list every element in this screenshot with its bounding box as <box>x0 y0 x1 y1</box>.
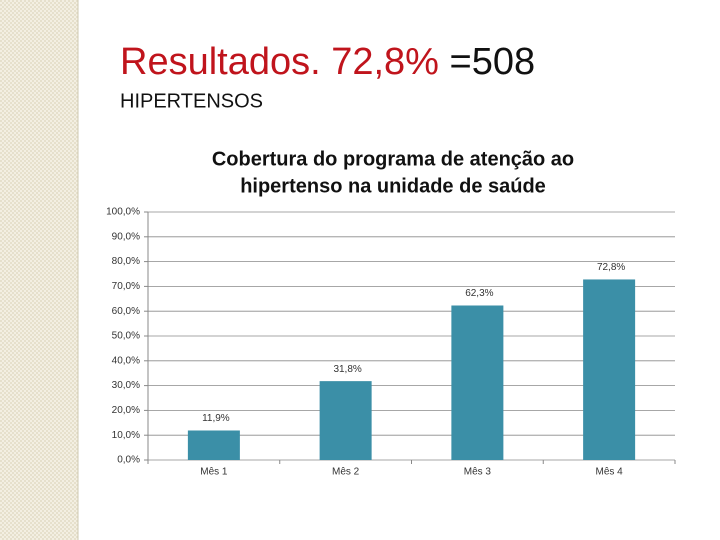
chart-title: hipertenso na unidade de saúde <box>240 175 546 197</box>
bar <box>187 430 240 460</box>
x-tick-label: Mês 1 <box>200 467 228 478</box>
x-tick-label: Mês 3 <box>464 467 492 478</box>
slide-title: Resultados. 72,8% =508 <box>120 41 535 83</box>
y-tick-label: 90,0% <box>112 231 140 242</box>
side-strip <box>0 0 78 540</box>
value-label: 11,9% <box>202 413 230 424</box>
y-tick-label: 40,0% <box>112 355 140 366</box>
bar <box>319 381 372 460</box>
bar <box>451 305 504 460</box>
bar <box>583 279 636 460</box>
y-tick-label: 70,0% <box>112 281 140 292</box>
y-tick-label: 10,0% <box>112 430 140 441</box>
slide-subtitle: HIPERTENSOS <box>120 90 263 112</box>
x-tick-label: Mês 4 <box>596 467 624 478</box>
y-tick-label: 0,0% <box>117 455 140 466</box>
x-tick-label: Mês 2 <box>332 467 360 478</box>
value-label: 62,3% <box>465 288 493 299</box>
value-label: 31,8% <box>333 364 361 375</box>
y-tick-label: 80,0% <box>112 256 140 267</box>
chart-title: Cobertura do programa de atenção ao <box>212 148 574 170</box>
y-tick-label: 50,0% <box>112 331 140 342</box>
y-tick-label: 100,0% <box>106 207 140 218</box>
y-tick-label: 20,0% <box>112 405 140 416</box>
y-tick-label: 30,0% <box>112 380 140 391</box>
value-label: 72,8% <box>597 262 625 273</box>
y-tick-label: 60,0% <box>112 306 140 317</box>
